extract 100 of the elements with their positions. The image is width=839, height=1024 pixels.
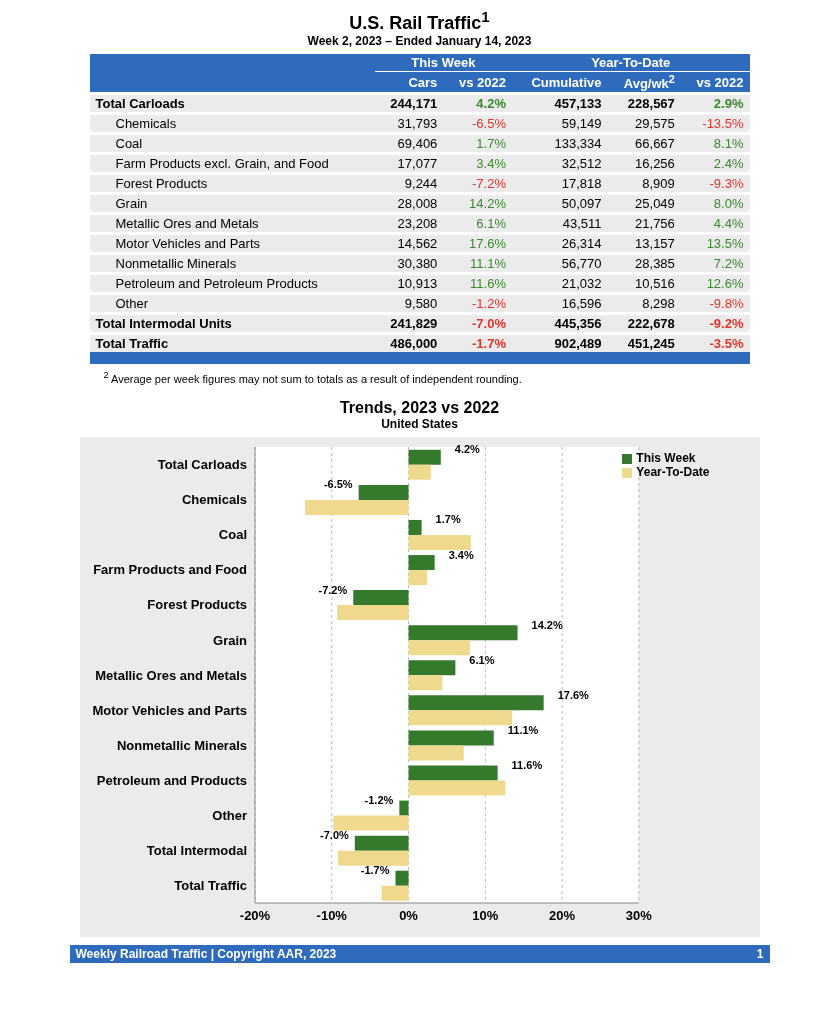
data-label: 451,245 — [627, 336, 675, 352]
bar — [408, 464, 431, 480]
y-tick-label: Total Carloads — [157, 457, 247, 473]
bar — [358, 484, 409, 500]
data-label: 59,149 — [561, 116, 602, 132]
category-label: Farm Products excl. Grain, and Food — [114, 155, 330, 174]
data-label: 50,097 — [561, 196, 602, 212]
data-label: 29,575 — [635, 116, 675, 132]
data-label: 11.1% — [470, 256, 506, 272]
data-label: 3.4% — [476, 156, 506, 172]
data-label: 26,314 — [561, 236, 602, 252]
data-label: 21,032 — [561, 276, 602, 292]
data-label: 21,756 — [635, 216, 675, 232]
data-label: 222,678 — [627, 316, 675, 332]
y-tick-label: Farm Products and Food — [92, 562, 247, 578]
bar — [408, 640, 470, 656]
data-label: 244,171 — [390, 96, 438, 112]
data-label: 457,133 — [554, 96, 602, 112]
chart-subtitle: United States — [381, 416, 458, 431]
data-label: 14.2% — [531, 618, 563, 631]
data-label: -7.0% — [472, 316, 506, 332]
data-label: 9,244 — [404, 176, 438, 192]
x-tick-label: -10% — [316, 908, 347, 924]
data-label: 1.7% — [435, 513, 461, 526]
data-label: 43,511 — [562, 216, 602, 232]
data-label: -9.3% — [709, 176, 744, 192]
data-label: 66,667 — [635, 136, 675, 152]
category-label: Chemicals — [114, 115, 178, 134]
data-label: 10,913 — [397, 276, 438, 292]
data-label: 31,793 — [397, 116, 438, 132]
bar — [332, 815, 409, 831]
y-tick-label: Forest Products — [146, 597, 247, 613]
data-label: 17.6% — [469, 236, 506, 252]
legend-title: This Week — [411, 55, 476, 70]
text: U.S. Rail Traffic$^{1}$ — [349, 8, 490, 33]
x-tick-label: 20% — [548, 908, 576, 924]
legend-label: This Week — [636, 450, 696, 465]
category-label: Grain — [114, 195, 149, 214]
data-label: 17,077 — [397, 156, 438, 172]
y-tick-label: Petroleum and Products — [96, 772, 247, 788]
text: 1 — [756, 946, 764, 961]
data-label: -1.7% — [472, 336, 506, 352]
y-tick-label: Grain — [212, 632, 247, 648]
data-label: 17,818 — [561, 176, 602, 192]
data-label: 8,298 — [642, 296, 675, 312]
text: Week 2, 2023 – Ended January 14, 2023 — [307, 34, 532, 48]
data-label: 28,385 — [635, 256, 675, 272]
bar — [337, 850, 409, 866]
bar — [408, 745, 464, 761]
data-label: -6.5% — [472, 116, 506, 132]
chart-title: Trends, 2023 vs 2022 — [339, 398, 500, 416]
bar — [408, 555, 435, 571]
bar — [408, 660, 455, 676]
text: Weekly Railroad Traffic | Copyright AAR, 2023 — [75, 946, 337, 961]
bar — [408, 675, 442, 691]
bar — [394, 870, 409, 886]
data-label: 8.0% — [713, 196, 744, 212]
y-tick-label: Chemicals — [181, 492, 247, 508]
data-label: 16,256 — [635, 156, 675, 172]
bar — [336, 605, 409, 621]
data-label: 486,000 — [390, 336, 438, 352]
bar — [408, 780, 505, 796]
bar — [408, 519, 422, 535]
data-label: 28,008 — [397, 196, 438, 212]
data-label: 14.2% — [469, 196, 506, 212]
data-label: 11.1% — [507, 723, 539, 736]
bar — [352, 590, 409, 606]
y-tick-label: Other — [211, 807, 247, 823]
data-label: -6.5% — [323, 478, 353, 491]
data-label: 133,334 — [554, 136, 602, 152]
y-tick-label: Nonmetallic Minerals — [116, 737, 247, 753]
text: $^{2}$ Average per week figures may not sum to totals as a result of independent rounding. — [103, 370, 522, 385]
category-label: Coal — [114, 135, 144, 154]
bar — [354, 835, 409, 851]
x-tick-label: -20% — [239, 908, 271, 924]
text: Year-To-Date — [591, 55, 671, 70]
data-label: -1.7% — [360, 864, 390, 877]
bar — [408, 730, 494, 746]
data-label: 228,567 — [627, 96, 675, 112]
data-label: 56,770 — [561, 256, 602, 272]
data-label: 4.2% — [454, 443, 480, 456]
data-label: 445,356 — [554, 316, 602, 332]
data-label: 902,489 — [554, 336, 602, 352]
data-label: 13,157 — [635, 236, 675, 252]
data-label: -9.2% — [709, 316, 744, 332]
data-label: 7.2% — [713, 256, 744, 272]
data-label: 23,208 — [397, 216, 438, 232]
data-label: 32,512 — [561, 156, 602, 172]
text: Cumulative — [531, 74, 602, 90]
bar — [398, 800, 409, 816]
bar — [381, 885, 409, 901]
data-label: -7.2% — [318, 583, 347, 596]
data-label: 8.1% — [713, 136, 744, 152]
category-label: Total Intermodal Units — [94, 315, 233, 334]
data-label: 13.5% — [706, 236, 744, 252]
data-label: -7.2% — [472, 176, 506, 192]
y-tick-label: Metallic Ores and Metals — [94, 667, 247, 683]
data-label: 11.6% — [470, 276, 506, 292]
text: Avg/wk$^{2}$ — [623, 73, 675, 92]
data-label: -7.0% — [319, 829, 349, 842]
